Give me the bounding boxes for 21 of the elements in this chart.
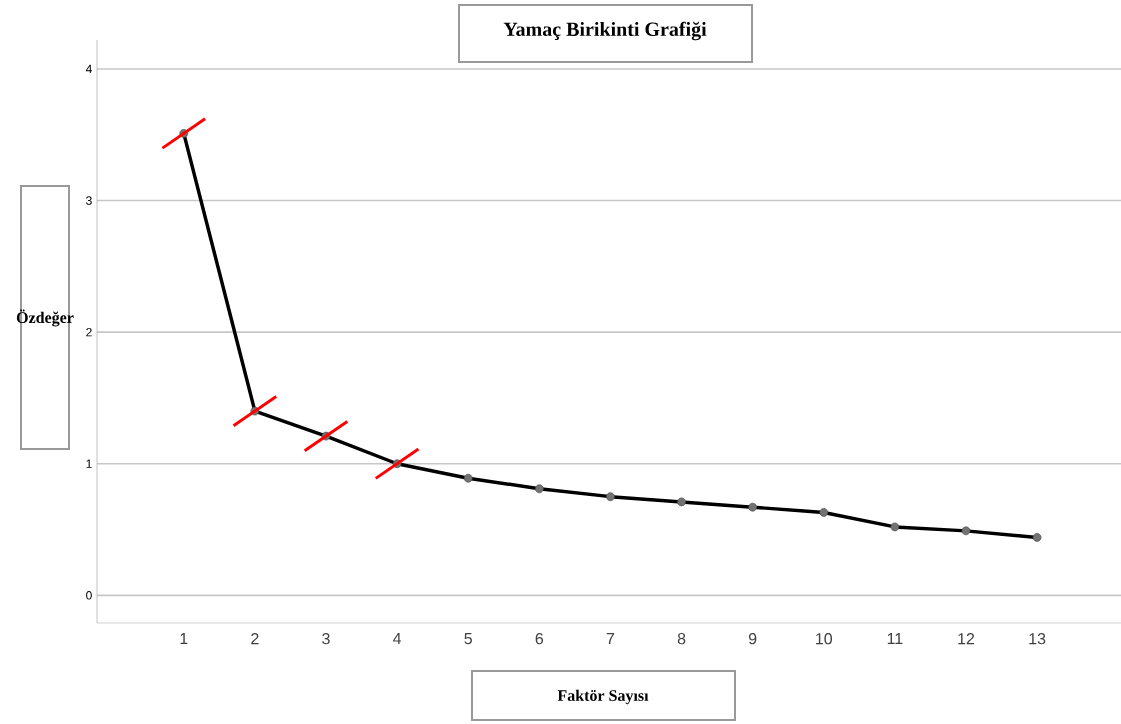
- x-tick-label: 7: [606, 633, 615, 645]
- x-tick-label: 13: [1029, 633, 1046, 645]
- x-tick-label: 2: [251, 633, 259, 645]
- x-tick-label: 8: [677, 633, 686, 645]
- x-tick-label: 11: [887, 633, 903, 645]
- y-tick-label: 4: [85, 64, 92, 74]
- x-tick-label: 5: [464, 633, 472, 645]
- chart-title: Yamaç Birikinti Grafiği: [503, 21, 707, 41]
- y-axis-title: Özdeğer: [16, 309, 74, 327]
- x-tick-label: 1: [180, 633, 188, 645]
- y-tick-label: 2: [86, 327, 92, 337]
- y-tick-label: 0: [86, 591, 92, 600]
- x-tick-label: 4: [393, 633, 402, 645]
- x-tick-label: 12: [958, 633, 975, 645]
- y-tick-label: 3: [86, 196, 92, 205]
- y-tick-label: 1: [86, 459, 92, 468]
- x-axis-title: Faktör Sayısı: [557, 689, 649, 705]
- x-tick-label: 3: [322, 633, 330, 645]
- x-tick-label: 10: [816, 633, 833, 645]
- x-tick-label: 6: [535, 633, 544, 645]
- x-tick-label: 9: [748, 633, 757, 645]
